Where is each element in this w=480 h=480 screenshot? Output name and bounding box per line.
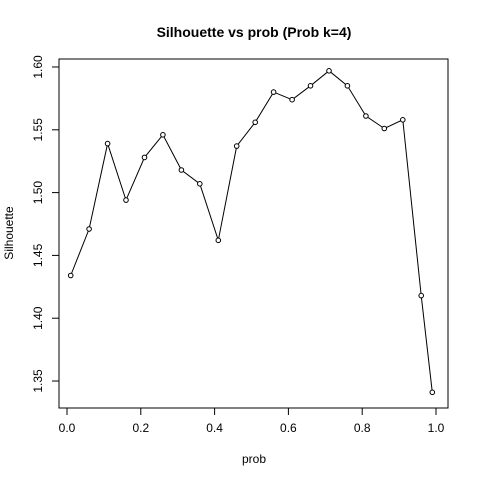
- y-tick-label: 1.40: [31, 306, 45, 330]
- y-tick-label: 1.55: [31, 118, 45, 142]
- data-point: [178, 167, 185, 173]
- y-axis-label: Silhouette: [2, 206, 16, 260]
- y-axis: 1.35 1.40 1.45 1.50 1.55 1.60: [31, 55, 59, 393]
- series-line: [70, 70, 433, 393]
- x-tick-label: 0.4: [206, 421, 223, 435]
- y-tick-label: 1.50: [31, 181, 45, 205]
- data-point: [307, 83, 314, 89]
- data-point: [270, 89, 277, 95]
- x-tick-label: 0.6: [280, 421, 297, 435]
- x-tick-label: 1.0: [428, 421, 445, 435]
- data-point: [344, 83, 351, 89]
- data-point: [197, 181, 203, 187]
- x-tick-label: 0.8: [354, 421, 371, 435]
- x-axis: 0.0 0.2 0.4 0.6 0.8 1.0: [59, 408, 445, 435]
- data-point: [381, 125, 388, 132]
- data-point: [418, 292, 425, 299]
- y-tick-label: 1.60: [31, 55, 45, 79]
- data-point: [252, 119, 258, 126]
- data-point: [289, 96, 295, 103]
- data-point: [141, 154, 148, 161]
- plot-frame: [58, 58, 449, 409]
- chart-title: Silhouette vs prob (Prob k=4): [157, 24, 352, 40]
- data-point: [400, 117, 406, 123]
- data-point: [429, 389, 436, 396]
- data-point: [67, 272, 74, 279]
- data-point: [86, 226, 92, 232]
- data-point: [123, 197, 129, 203]
- data-point: [215, 237, 222, 244]
- data-points: [67, 68, 436, 396]
- y-tick-label: 1.45: [31, 243, 45, 267]
- x-tick-label: 0.0: [59, 421, 76, 435]
- y-tick-label: 1.35: [31, 369, 45, 393]
- data-point: [104, 140, 111, 147]
- data-point: [160, 132, 166, 138]
- x-axis-label: prob: [242, 452, 266, 466]
- x-tick-label: 0.2: [132, 421, 149, 435]
- data-point: [326, 68, 332, 74]
- data-point: [363, 113, 369, 119]
- data-point: [233, 143, 240, 149]
